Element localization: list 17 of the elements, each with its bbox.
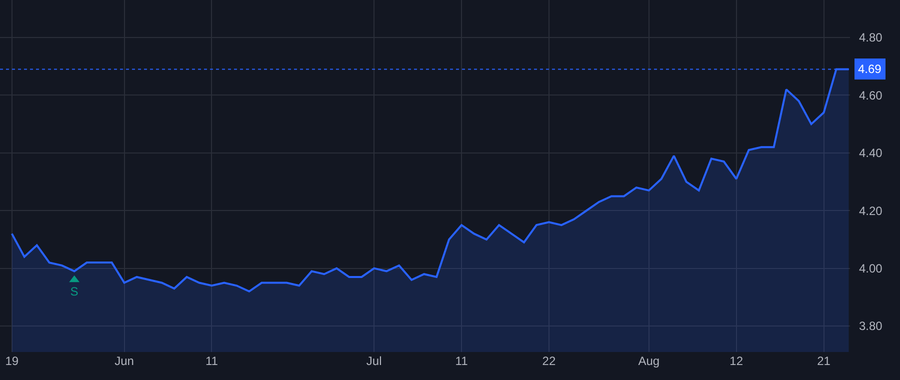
x-tick-label: 12 [730,354,744,368]
x-tick-label: 11 [455,354,468,368]
x-tick-label: 19 [5,354,19,368]
x-tick-label: Jun [114,354,134,368]
y-tick-label: 4.80 [859,30,883,45]
x-tick-label: 21 [817,354,831,368]
y-tick-label: 3.80 [859,319,883,334]
y-tick-label: 4.60 [859,88,883,102]
ref-line-label: 4.69 [858,62,882,76]
y-tick-label: 4.20 [859,204,883,218]
y-tick-label: 4.40 [859,146,883,160]
x-tick-label: 11 [205,354,218,368]
x-tick-label: Jul [366,354,382,368]
y-tick-label: 4.00 [859,262,883,276]
x-tick-label: Aug [638,354,660,368]
data-label: S [70,284,78,298]
x-tick-label: 22 [542,354,556,368]
